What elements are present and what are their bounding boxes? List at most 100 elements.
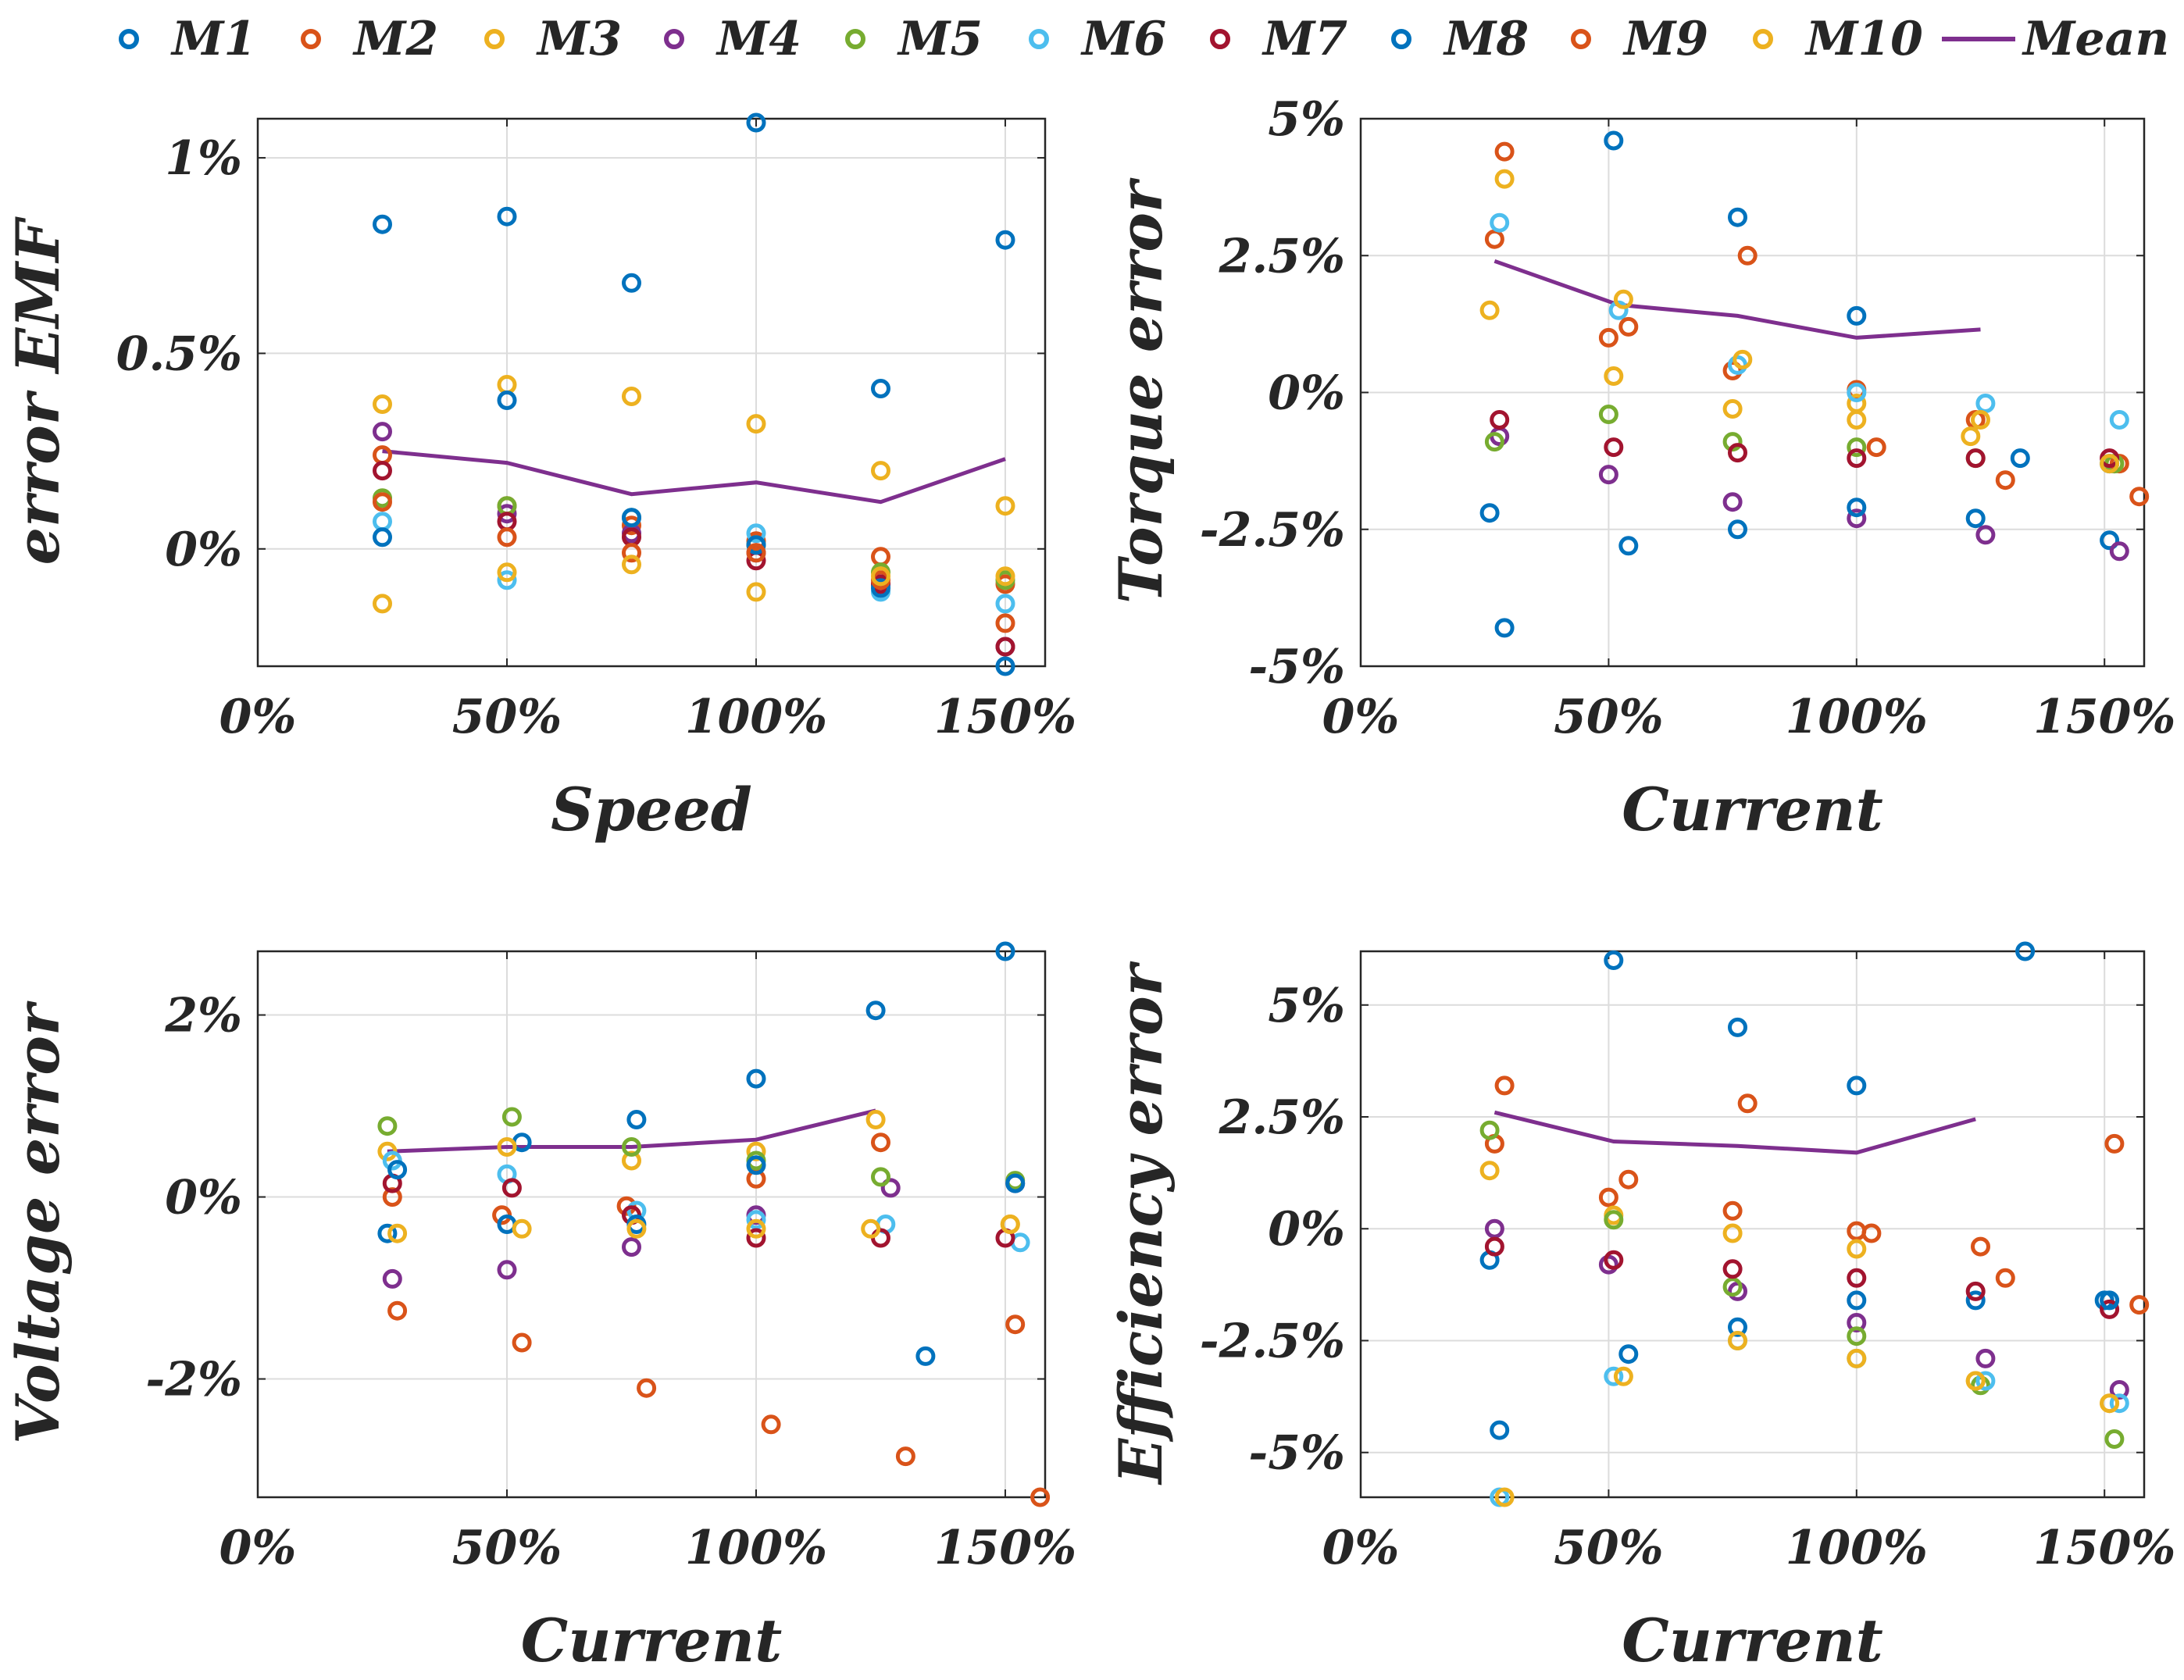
x-tick-label: 150%: [934, 690, 1076, 744]
point-m9: [1030, 1487, 1051, 1507]
point-m10: [746, 1218, 766, 1239]
point-m9: [1618, 1169, 1639, 1190]
point-m6: [1490, 212, 1510, 233]
point-m8: [1728, 1317, 1747, 1337]
legend-label-m6: M6: [1080, 12, 1166, 66]
point-m8: [746, 1155, 766, 1175]
point-m5: [1479, 1120, 1500, 1140]
point-m6: [2109, 1393, 2129, 1414]
point-m7: [1604, 1250, 1624, 1270]
y-tick-label: 0%: [165, 1171, 242, 1225]
point-m3: [995, 496, 1015, 516]
point-m4: [2109, 541, 2129, 562]
point-m8: [915, 1346, 936, 1366]
point-m9: [1737, 245, 1758, 266]
x-tick-label: 0%: [219, 690, 297, 744]
point-m3: [373, 394, 392, 414]
x-tick-label: 0%: [1322, 1521, 1400, 1575]
point-m10: [512, 1218, 532, 1239]
point-m4: [622, 1237, 641, 1257]
point-m4: [1975, 1348, 1996, 1368]
legend-label-m9: M9: [1622, 12, 1708, 66]
point-m10: [373, 594, 392, 614]
point-m8: [746, 535, 766, 555]
point-m9: [995, 613, 1015, 633]
point-m9: [746, 543, 766, 563]
point-m6: [1975, 394, 1996, 413]
point-m9: [497, 527, 517, 548]
legend-label-m8: M8: [1443, 12, 1529, 66]
point-m2: [1484, 229, 1504, 249]
x-tick-label: 100%: [685, 1521, 827, 1575]
point-m9: [1866, 437, 1886, 458]
panel-emf-error: 0% 50% 100% 150% 0% 0.5% 1% Speed error EMF: [3, 112, 1076, 844]
point-m6: [995, 594, 1015, 614]
x-axis-label: Speed: [551, 775, 752, 844]
x-tick-label: 50%: [1554, 1521, 1664, 1575]
point-m10: [871, 566, 890, 587]
point-m9: [895, 1446, 915, 1467]
point-m8: [871, 578, 890, 598]
point-m8: [2100, 1290, 2120, 1311]
point-m8: [1847, 498, 1867, 518]
point-m3: [1479, 1161, 1500, 1181]
point-m3: [1847, 1239, 1867, 1259]
point-m9: [637, 1378, 657, 1398]
point-m2: [622, 515, 641, 536]
point-m6: [2109, 410, 2129, 430]
point-m10: [1728, 1331, 1747, 1350]
point-m8: [1005, 1173, 1026, 1193]
point-m7: [501, 1178, 522, 1198]
point-m6: [373, 512, 392, 532]
point-m5: [1604, 1210, 1624, 1230]
point-m5: [1847, 1326, 1867, 1346]
point-m10: [1494, 169, 1515, 189]
point-m7: [1847, 448, 1867, 469]
point-m2: [1722, 1200, 1743, 1221]
point-m10: [1613, 1366, 1633, 1386]
point-m9: [373, 492, 392, 512]
axes-box: [256, 950, 1047, 1499]
point-m6: [746, 1210, 766, 1230]
y-tick-label: 0%: [1268, 366, 1345, 421]
point-m10: [861, 1218, 881, 1239]
point-m8: [1618, 1344, 1639, 1364]
x-tick-label: 50%: [1554, 690, 1664, 744]
point-m10: [1847, 410, 1867, 430]
point-m8: [1728, 519, 1747, 540]
point-m1: [1965, 1290, 1986, 1311]
y-axis-label: Torque error: [1106, 177, 1176, 604]
point-m1: [1479, 503, 1500, 523]
y-tick-label: -2%: [145, 1353, 242, 1407]
point-m9: [1618, 316, 1639, 337]
point-m1: [746, 112, 766, 133]
point-m3: [1604, 366, 1624, 386]
axes-box: [256, 117, 1047, 668]
x-tick-label: 150%: [2033, 1521, 2175, 1575]
y-tick-label: 0%: [1268, 1202, 1345, 1257]
point-m10: [2100, 1393, 2120, 1414]
x-axis-label: Current: [521, 1606, 783, 1675]
point-m4: [2109, 1380, 2129, 1400]
point-m7: [1965, 1281, 1986, 1301]
point-m1: [995, 941, 1015, 961]
x-tick-label: 0%: [219, 1521, 297, 1575]
point-m4: [382, 1268, 402, 1289]
point-m1: [2100, 530, 2120, 551]
point-m10: [995, 566, 1015, 587]
point-m1: [377, 1223, 398, 1243]
legend-label-mean: Mean: [2022, 12, 2169, 66]
point-m6: [1604, 1366, 1624, 1386]
point-m3: [1961, 426, 1981, 447]
point-m4: [880, 1178, 901, 1198]
point-m5: [1722, 1277, 1743, 1297]
point-m10: [1000, 1215, 1020, 1234]
point-m7: [746, 1228, 766, 1248]
point-m8: [2015, 941, 2036, 961]
y-tick-label: 5%: [1268, 92, 1345, 147]
panel-efficiency-error: 0% 50% 100% 150% -5% -2.5% 0% 2.5% 5% Current Effi…: [1106, 941, 2175, 1675]
x-axis-label: Current: [1622, 775, 1883, 844]
point-m10: [1733, 349, 1753, 369]
legend-marker-m8: [1391, 29, 1411, 49]
